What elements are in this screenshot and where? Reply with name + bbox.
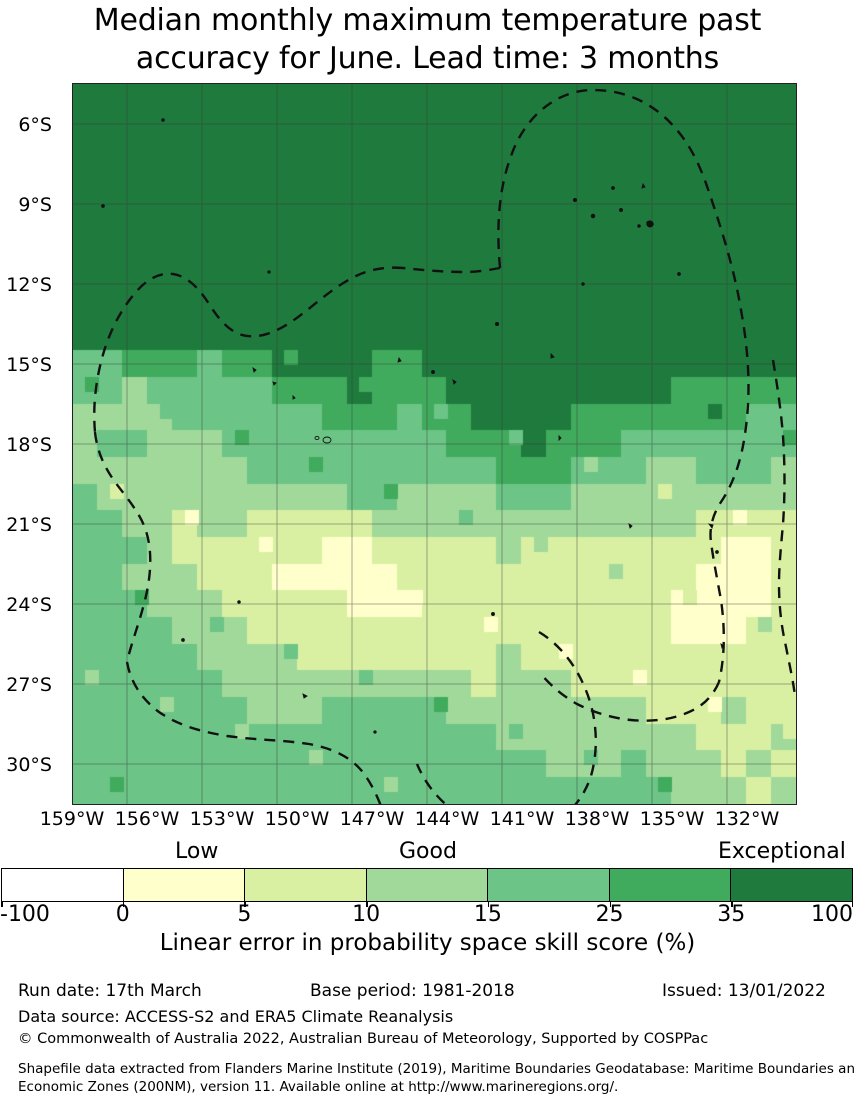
- y-tick-4: 18°S: [6, 434, 52, 456]
- chart-title-line-2: accuracy for June. Lead time: 3 months: [135, 41, 720, 76]
- colorbar-tickmark-4: [487, 901, 490, 907]
- x-tick-3: 150°W: [264, 808, 330, 830]
- footer-base-period: Base period: 1981-2018: [310, 981, 515, 1001]
- x-tick-5: 144°W: [414, 808, 480, 830]
- colorbar-tick-2: 5: [237, 902, 252, 927]
- colorbar-segment-4: [488, 869, 610, 901]
- x-tick-4: 147°W: [339, 808, 405, 830]
- map-gridlines: [73, 84, 796, 804]
- y-tick-1: 9°S: [18, 194, 52, 216]
- colorbar-tick-1: 0: [115, 902, 130, 927]
- colorbar-category-exceptional: Exceptional: [718, 839, 846, 864]
- footer-shapefile-line-1: Shapefile data extracted from Flanders M…: [18, 1061, 855, 1077]
- footer-data-source: Data source: ACCESS-S2 and ERA5 Climate …: [18, 1007, 454, 1026]
- colorbar-segment-6: [731, 869, 853, 901]
- colorbar-axis-label: Linear error in probability space skill …: [159, 930, 696, 956]
- colorbar-segment-1: [123, 869, 246, 901]
- colorbar: [1, 868, 853, 902]
- x-tick-6: 141°W: [489, 808, 555, 830]
- x-tick-0: 159°W: [39, 808, 105, 830]
- footer-copyright: © Commonwealth of Australia 2022, Austra…: [18, 1031, 709, 1047]
- colorbar-tickmark-5: [609, 901, 612, 907]
- colorbar-segment-0: [2, 869, 124, 901]
- map-vector-overlay: [73, 84, 796, 804]
- x-tick-7: 138°W: [564, 808, 630, 830]
- footer-issued: Issued: 13/01/2022: [662, 981, 826, 1001]
- y-tick-6: 24°S: [6, 594, 52, 616]
- y-tick-5: 21°S: [6, 514, 52, 536]
- colorbar-category-good: Good: [399, 839, 457, 864]
- footer-run-date: Run date: 17th March: [18, 981, 202, 1001]
- y-tick-2: 12°S: [6, 274, 52, 296]
- x-tick-2: 153°W: [189, 808, 255, 830]
- colorbar-segment-2: [245, 869, 367, 901]
- x-tick-8: 135°W: [639, 808, 705, 830]
- colorbar-segment-3: [366, 869, 489, 901]
- x-tick-1: 156°W: [114, 808, 180, 830]
- chart-title: Median monthly maximum temperature past …: [0, 2, 855, 78]
- y-tick-7: 27°S: [6, 674, 52, 696]
- y-tick-3: 15°S: [6, 354, 52, 376]
- colorbar-tick-7: 100: [811, 902, 853, 927]
- colorbar-tickmark-0: [1, 901, 3, 907]
- island-coastlines: [101, 118, 725, 734]
- y-tick-0: 6°S: [18, 114, 52, 136]
- colorbar-tickmark-7: [851, 901, 853, 907]
- colorbar-tickmark-3: [366, 901, 368, 907]
- colorbar-tickmark-2: [244, 901, 246, 907]
- map-plot-area: [72, 83, 797, 805]
- chart-title-line-1: Median monthly maximum temperature past: [93, 3, 762, 38]
- colorbar-category-labels: Low Good Exceptional: [0, 840, 855, 866]
- y-tick-8: 30°S: [6, 754, 52, 776]
- x-tick-9: 132°W: [714, 808, 780, 830]
- eez-boundary: [93, 88, 796, 804]
- colorbar-tick-labels: -100 0 5 10 15 25 35 100: [0, 903, 855, 929]
- colorbar-category-low: Low: [175, 839, 219, 864]
- footer-shapefile-line-2: Economic Zones (200NM), version 11. Avai…: [18, 1079, 619, 1095]
- colorbar-tickmark-6: [731, 901, 733, 907]
- colorbar-segment-5: [609, 869, 732, 901]
- colorbar-tick-0: -100: [0, 902, 50, 927]
- colorbar-tickmark-1: [122, 901, 125, 907]
